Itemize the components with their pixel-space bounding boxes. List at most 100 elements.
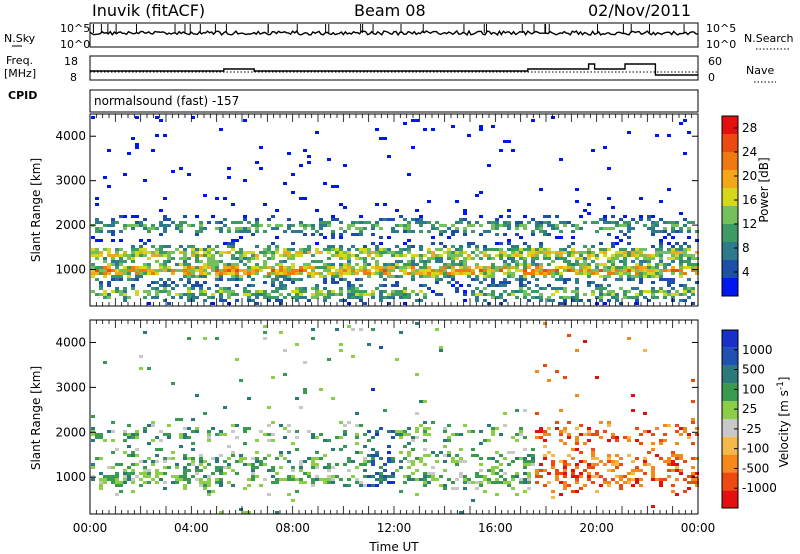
power-cell: [419, 248, 423, 251]
power-cell: [607, 233, 611, 236]
velocity-cell: [575, 475, 579, 478]
power-cell: [423, 260, 427, 263]
velocity-cell: [219, 511, 223, 514]
power-cell: [675, 242, 679, 245]
velocity-cell: [151, 463, 155, 466]
velocity-cell: [411, 472, 415, 475]
power-cell: [299, 164, 303, 167]
velocity-cell: [619, 484, 623, 487]
power-cell: [163, 218, 167, 221]
power-cell: [359, 290, 363, 293]
power-cell: [419, 230, 423, 233]
power-cell: [131, 137, 135, 140]
velocity-cell: [539, 430, 543, 433]
power-cell: [467, 284, 471, 287]
power-cell: [671, 260, 675, 263]
power-colorbar-tick-label: 20: [742, 169, 757, 183]
power-cell: [187, 266, 191, 269]
power-cell: [631, 254, 635, 257]
power-cell: [323, 287, 327, 290]
power-cell: [275, 209, 279, 212]
velocity-cell: [267, 469, 271, 472]
velocity-cell: [135, 448, 139, 451]
power-cell: [563, 269, 567, 272]
power-cell: [683, 242, 687, 245]
velocity-cell: [359, 484, 363, 487]
power-cell: [299, 197, 303, 200]
power-cell: [639, 248, 643, 251]
velocity-cell: [167, 424, 171, 427]
velocity-cell: [463, 478, 467, 481]
power-cell: [487, 266, 491, 269]
velocity-cell: [91, 463, 95, 466]
velocity-cell: [147, 472, 151, 475]
power-cell: [151, 224, 155, 227]
power-cell: [175, 248, 179, 251]
power-cell: [327, 158, 331, 161]
power-cell: [139, 221, 143, 224]
power-cell: [579, 299, 583, 302]
power-cell: [311, 287, 315, 290]
power-cell: [347, 272, 351, 275]
power-cell: [335, 269, 339, 272]
velocity-cell: [687, 436, 691, 439]
power-cell: [395, 251, 399, 254]
power-cell: [163, 227, 167, 230]
velocity-cell: [299, 478, 303, 481]
velocity-cell: [559, 409, 563, 412]
power-cell: [215, 275, 219, 278]
power-cell: [247, 275, 251, 278]
velocity-cell: [195, 430, 199, 433]
power-cell: [419, 272, 423, 275]
power-cell: [515, 248, 519, 251]
power-cell: [515, 254, 519, 257]
velocity-cell: [315, 436, 319, 439]
power-cell: [243, 230, 247, 233]
velocity-cell: [279, 331, 283, 334]
power-cell: [439, 269, 443, 272]
power-cell: [355, 287, 359, 290]
velocity-cell: [487, 481, 491, 484]
power-cell: [435, 248, 439, 251]
power-cell: [191, 266, 195, 269]
power-cell: [111, 218, 115, 221]
power-cell: [107, 272, 111, 275]
power-cell: [331, 272, 335, 275]
power-cell: [103, 257, 107, 260]
power-cell: [559, 248, 563, 251]
velocity-cell: [495, 478, 499, 481]
velocity-cell: [243, 430, 247, 433]
power-cell: [679, 266, 683, 269]
power-cell: [447, 236, 451, 239]
power-cell: [603, 266, 607, 269]
power-cell: [499, 269, 503, 272]
power-cell: [175, 224, 179, 227]
power-y-tick-label: 4000: [55, 129, 86, 143]
power-cell: [119, 260, 123, 263]
velocity-cell: [223, 472, 227, 475]
power-cell: [631, 287, 635, 290]
velocity-cell: [187, 436, 191, 439]
power-cell: [219, 227, 223, 230]
power-cell: [271, 242, 275, 245]
power-cell: [359, 251, 363, 254]
velocity-cell: [455, 478, 459, 481]
power-cell: [235, 251, 239, 254]
power-cell: [687, 287, 691, 290]
power-cell: [619, 239, 623, 242]
power-cell: [131, 257, 135, 260]
velocity-cell: [271, 481, 275, 484]
power-cell: [239, 275, 243, 278]
power-cell: [663, 251, 667, 254]
velocity-cell: [615, 463, 619, 466]
velocity-cell: [163, 460, 167, 463]
power-cell: [355, 233, 359, 236]
power-cell: [99, 266, 103, 269]
power-cell: [627, 236, 631, 239]
power-cell: [127, 272, 131, 275]
velocity-cell: [215, 478, 219, 481]
power-cell: [411, 290, 415, 293]
power-cell: [255, 272, 259, 275]
power-cell: [371, 242, 375, 245]
power-cell: [247, 296, 251, 299]
